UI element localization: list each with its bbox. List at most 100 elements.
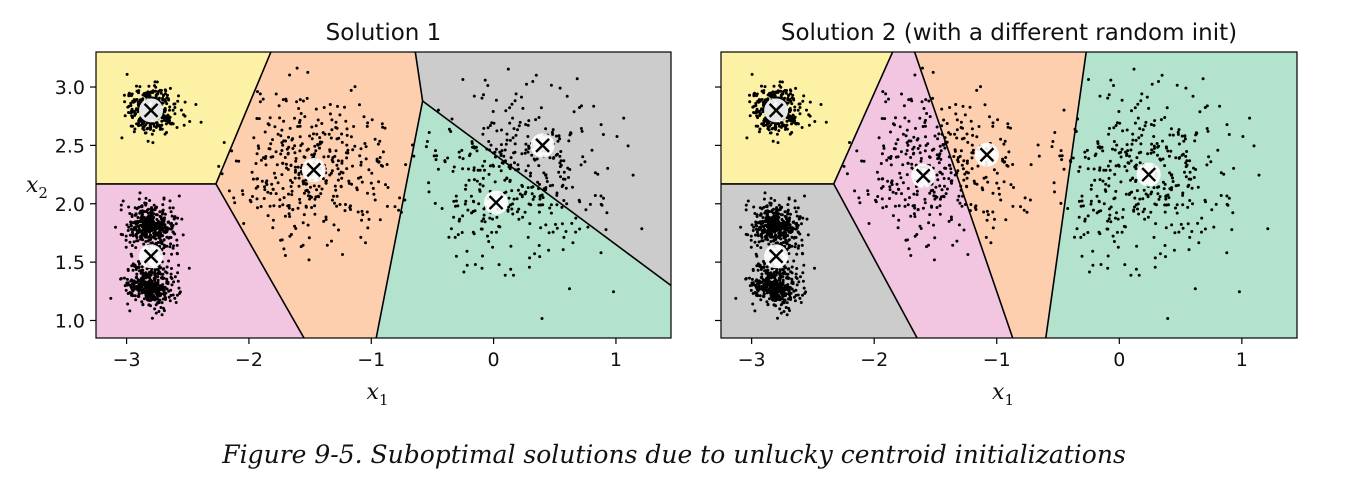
data-point	[305, 148, 309, 152]
data-point	[154, 237, 158, 241]
data-point	[773, 293, 777, 297]
data-point	[183, 100, 187, 104]
data-point	[461, 214, 465, 218]
data-point	[234, 159, 238, 163]
data-point	[1106, 219, 1110, 223]
data-point	[532, 157, 536, 161]
data-point	[790, 265, 794, 269]
data-point	[163, 98, 167, 102]
data-point	[1193, 139, 1197, 143]
data-point	[164, 298, 167, 301]
data-point	[931, 188, 935, 192]
data-point	[537, 244, 541, 247]
data-point	[755, 230, 759, 234]
data-point	[358, 103, 361, 107]
data-point	[487, 172, 491, 176]
data-point	[574, 230, 578, 234]
data-point	[779, 237, 783, 241]
data-point	[513, 99, 517, 103]
data-point	[1159, 118, 1163, 122]
data-point	[281, 161, 285, 165]
data-point	[1171, 176, 1174, 180]
data-point	[1146, 152, 1150, 156]
data-point	[154, 281, 157, 285]
data-point	[1009, 183, 1013, 187]
data-point	[1133, 205, 1136, 209]
data-point	[579, 163, 583, 167]
data-point	[931, 96, 935, 100]
data-point	[790, 235, 794, 239]
data-point	[150, 122, 154, 126]
data-point	[268, 147, 272, 151]
data-point	[341, 171, 345, 175]
data-point	[332, 223, 336, 227]
data-point	[1037, 154, 1041, 158]
data-point	[948, 106, 952, 109]
data-point	[919, 159, 923, 163]
data-point	[397, 208, 401, 212]
plot-area	[96, 52, 671, 338]
data-point	[305, 188, 309, 192]
data-point	[261, 97, 265, 101]
data-point	[537, 210, 541, 214]
data-points	[109, 66, 644, 320]
data-point	[949, 167, 953, 171]
data-point	[769, 196, 773, 200]
data-point	[1137, 151, 1141, 155]
data-point	[1125, 128, 1129, 132]
data-point	[930, 204, 933, 208]
data-point	[270, 182, 274, 186]
data-point	[124, 288, 128, 292]
data-point	[1161, 180, 1165, 184]
data-point	[480, 266, 484, 270]
data-point	[132, 226, 136, 230]
data-point	[325, 243, 329, 247]
data-point	[424, 145, 428, 149]
data-point	[137, 292, 141, 296]
data-point	[783, 266, 787, 270]
data-point	[924, 118, 927, 122]
data-point	[785, 116, 789, 120]
data-point	[800, 238, 804, 242]
data-point	[971, 148, 975, 152]
data-point	[1012, 186, 1015, 189]
data-point	[774, 269, 778, 273]
data-point	[168, 86, 172, 90]
data-point	[152, 296, 155, 300]
data-point	[773, 221, 777, 225]
data-point	[272, 204, 276, 208]
data-point	[306, 223, 310, 227]
data-point	[359, 160, 363, 164]
decision-boundary	[215, 183, 305, 338]
data-point	[136, 216, 140, 219]
data-point	[1134, 203, 1138, 207]
data-point	[350, 182, 354, 186]
data-point	[366, 121, 370, 125]
data-point	[494, 230, 498, 234]
data-point	[1053, 190, 1056, 194]
data-point	[599, 202, 603, 206]
data-point	[1227, 196, 1231, 200]
data-point	[776, 223, 780, 227]
data-point	[168, 105, 172, 109]
data-point	[513, 161, 516, 165]
data-point	[268, 116, 272, 120]
data-point	[308, 134, 312, 138]
data-point	[1112, 84, 1115, 87]
data-point	[293, 144, 297, 148]
data-point	[548, 206, 552, 210]
data-point	[544, 127, 548, 131]
data-point	[378, 156, 382, 159]
data-point	[136, 278, 140, 282]
data-point	[1114, 124, 1118, 127]
data-point	[373, 137, 377, 141]
data-point	[147, 303, 151, 307]
data-point	[750, 277, 754, 281]
data-point	[301, 180, 305, 184]
data-point	[752, 225, 756, 229]
data-point	[791, 280, 795, 284]
data-point	[950, 179, 954, 183]
data-point	[907, 98, 911, 102]
data-point	[160, 223, 164, 227]
